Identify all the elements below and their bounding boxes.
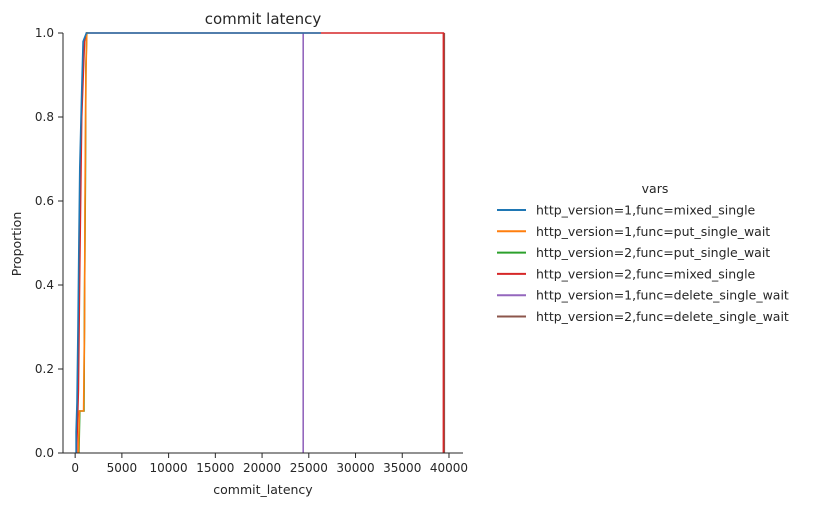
legend-label-1: http_version=1,func=mixed_single (536, 203, 756, 218)
y-tick-label: 0.6 (35, 194, 54, 208)
x-axis-label: commit_latency (213, 482, 313, 497)
y-tick-label: 0.0 (35, 446, 54, 460)
legend-label-6: http_version=2,func=delete_single_wait (536, 309, 789, 324)
x-tick-label: 10000 (150, 461, 188, 475)
legend-label-3: http_version=2,func=put_single_wait (536, 245, 770, 260)
y-tick-label: 0.2 (35, 362, 54, 376)
legend: vars http_version=1,func=mixed_singlehtt… (497, 181, 789, 324)
x-tick-label: 15000 (196, 461, 234, 475)
legend-title: vars (642, 181, 669, 196)
y-tick-label: 0.4 (35, 278, 54, 292)
x-tick-label: 5000 (107, 461, 138, 475)
x-tick-label: 0 (71, 461, 79, 475)
x-axis: 0 5000 10000 15000 20000 25000 30000 35000 40000 (63, 452, 468, 475)
series-line-4 (75, 32, 445, 454)
y-axis: 0.0 0.2 0.4 0.6 0.8 1.0 (35, 26, 64, 460)
legend-label-5: http_version=1,func=delete_single_wait (536, 288, 789, 303)
y-axis-label: Proportion (9, 212, 24, 277)
x-tick-label: 35000 (383, 461, 421, 475)
y-tick-label: 0.8 (35, 110, 54, 124)
series-line-2 (77, 32, 89, 454)
y-tick-label: 1.0 (35, 26, 54, 40)
chart-title: commit latency (205, 10, 322, 28)
x-tick-label: 20000 (243, 461, 281, 475)
x-tick-label: 30000 (336, 461, 374, 475)
legend-label-4: http_version=2,func=mixed_single (536, 266, 756, 281)
legend-label-2: http_version=1,func=put_single_wait (536, 224, 770, 239)
series-line-1 (75, 32, 321, 453)
plot-area (75, 32, 446, 454)
x-tick-label: 25000 (290, 461, 328, 475)
x-tick-label: 40000 (430, 461, 468, 475)
